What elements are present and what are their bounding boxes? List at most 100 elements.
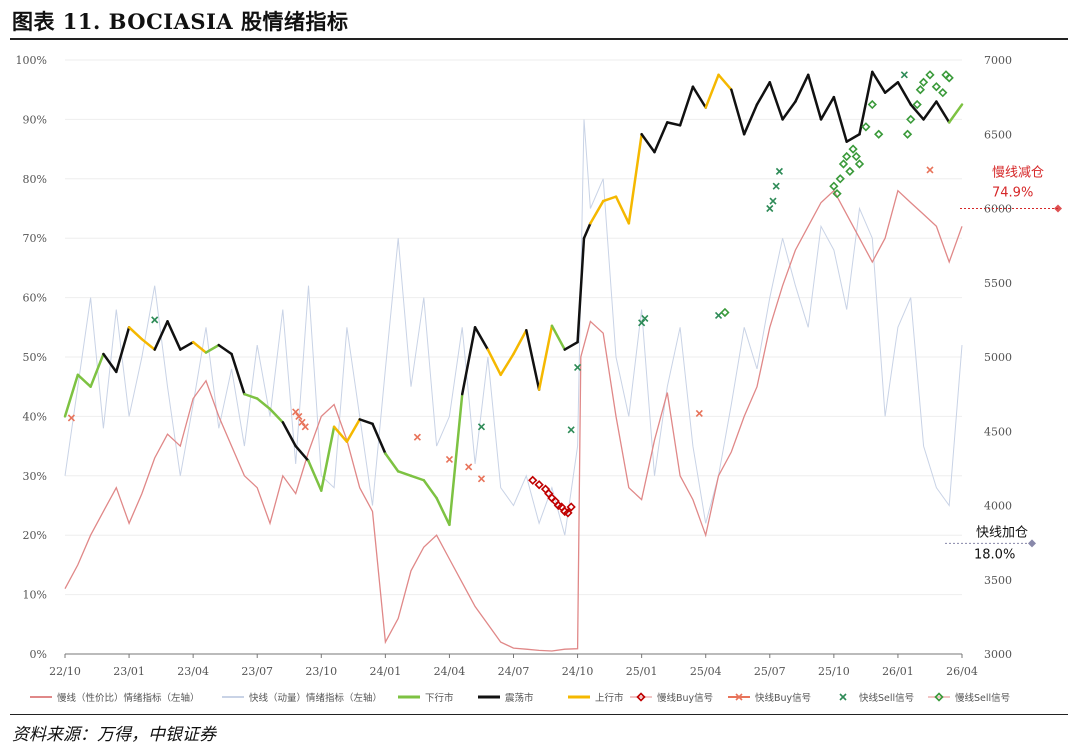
index-segment-down <box>89 352 105 388</box>
left-tick-label: 50% <box>23 351 47 364</box>
index-segment-up <box>614 195 631 225</box>
index-segment-sideways <box>563 340 579 351</box>
index-segment-down <box>422 479 438 500</box>
index-segment-down <box>76 373 92 388</box>
x-tick-label: 25/10 <box>818 665 850 678</box>
slow-sell-marker <box>861 122 871 132</box>
index-segment-sideways <box>525 329 541 391</box>
slow-sell-marker <box>832 189 842 199</box>
index-segment-sideways <box>473 326 490 351</box>
legend-item: 慢线Buy信号 <box>630 692 713 704</box>
fast-sell-marker <box>638 319 646 327</box>
slow-sell-marker <box>944 73 954 83</box>
left-tick-label: 30% <box>23 470 47 483</box>
index-segment-sideways <box>102 352 118 374</box>
index-segment-down <box>307 459 323 492</box>
left-tick-label: 40% <box>23 410 47 423</box>
index-segment-sideways <box>281 421 297 448</box>
fast-buy-marker <box>445 455 453 464</box>
fast-sell-marker <box>769 197 777 205</box>
index-segment-up <box>499 352 515 377</box>
fast-sell-marker <box>900 71 908 79</box>
slow-sell-marker <box>938 88 948 98</box>
legend-label: 快线（动量）情绪指标（左轴） <box>249 692 382 704</box>
index-segment-sideways <box>294 444 310 463</box>
legend: 慢线（性价比）情绪指标（左轴） 快线（动量）情绪指标（左轴） 下行市 震荡市 上行市 慢线… <box>30 692 1010 704</box>
legend-label: 快线Sell信号 <box>859 692 914 704</box>
index-segment-sideways <box>115 326 131 374</box>
index-segment-up <box>127 326 144 341</box>
index-segment-sideways <box>909 103 925 121</box>
index-segment-sideways <box>781 100 797 121</box>
slow-sell-marker <box>720 307 730 318</box>
slow-sell-marker <box>925 70 935 80</box>
slow-buy-marker <box>528 475 538 485</box>
slow-sell-marker <box>912 99 922 110</box>
fast-buy-marker <box>926 166 934 174</box>
fast-add-value: 18.0% <box>974 547 1015 562</box>
x-tick-label: 24/01 <box>370 665 402 678</box>
index-segment-sideways <box>858 70 874 136</box>
legend-item: 下行市 <box>398 692 454 704</box>
fast-line <box>64 119 963 536</box>
fast-buy-marker <box>67 414 75 422</box>
fast-sell-marker <box>714 311 723 319</box>
legend-swatch <box>636 692 646 702</box>
fast-sell-marker <box>567 426 575 434</box>
left-tick-label: 100% <box>16 54 47 67</box>
left-tick-label: 80% <box>23 173 47 186</box>
fast-sell-marker <box>766 204 774 213</box>
slow-sell-marker <box>906 114 916 125</box>
fast-add-marker <box>1028 539 1036 548</box>
index-segment-sideways <box>230 352 246 396</box>
index-segment-sideways <box>819 95 836 121</box>
index-segment-up <box>717 73 733 91</box>
index-segment-up <box>345 418 361 443</box>
index-segment-sideways <box>153 320 169 351</box>
index-segment-up <box>486 348 502 377</box>
legend-label: 震荡市 <box>505 692 534 704</box>
fast-add-label: 快线加仓 <box>976 525 1028 540</box>
fast-sell-marker <box>772 182 780 190</box>
slow-sell-marker <box>867 99 877 110</box>
x-tick-label: 23/07 <box>241 665 273 678</box>
index-segment-down <box>63 373 80 418</box>
index-segment-sideways <box>217 343 233 356</box>
x-tick-label: 23/01 <box>113 665 145 678</box>
index-segment-up <box>512 329 528 356</box>
slow-buy-marker <box>563 508 573 518</box>
index-segment-up <box>537 324 554 391</box>
fast-buy-marker <box>477 475 486 483</box>
right-tick-label: 5000 <box>984 351 1012 364</box>
index-segment-sideways <box>794 73 810 103</box>
slow-reduce-marker <box>1054 204 1062 213</box>
x-tick-label: 23/04 <box>177 665 209 678</box>
index-segment-sideways <box>896 81 912 106</box>
slow-sell-marker <box>902 129 913 139</box>
x-tick-label: 25/01 <box>626 665 658 678</box>
slow-sell-marker <box>854 159 865 169</box>
slow-sell-marker <box>931 82 942 92</box>
slow-sell-marker <box>829 181 839 191</box>
index-segment-down <box>255 397 272 411</box>
legend-item: 上行市 <box>568 692 624 704</box>
index-segment-up <box>332 425 349 443</box>
index-segment-down <box>435 496 451 527</box>
index-segment-sideways <box>640 133 656 154</box>
legend-label: 快线Buy信号 <box>755 692 811 704</box>
index-segment-sideways <box>935 100 951 124</box>
legend-label: 慢线（性价比）情绪指标（左轴） <box>57 692 200 704</box>
source-rule <box>10 714 1068 715</box>
left-tick-label: 60% <box>23 292 47 305</box>
legend-item: 快线Sell信号 <box>839 692 914 704</box>
index-segment-up <box>601 195 618 203</box>
slow-sell-marker <box>848 144 858 154</box>
index-segment-up <box>627 133 643 225</box>
fast-buy-marker <box>413 433 421 441</box>
emotion-chart: 0% 10% 20% 30% 40% 50% 60% 70% 80% 90% 100% 3000 350… <box>16 54 1062 704</box>
index-segment-down <box>550 324 567 351</box>
fast-buy-marker <box>298 418 306 426</box>
x-tick-label: 24/07 <box>498 665 530 678</box>
index-segment-sideways <box>755 81 772 106</box>
legend-label: 下行市 <box>425 692 454 704</box>
